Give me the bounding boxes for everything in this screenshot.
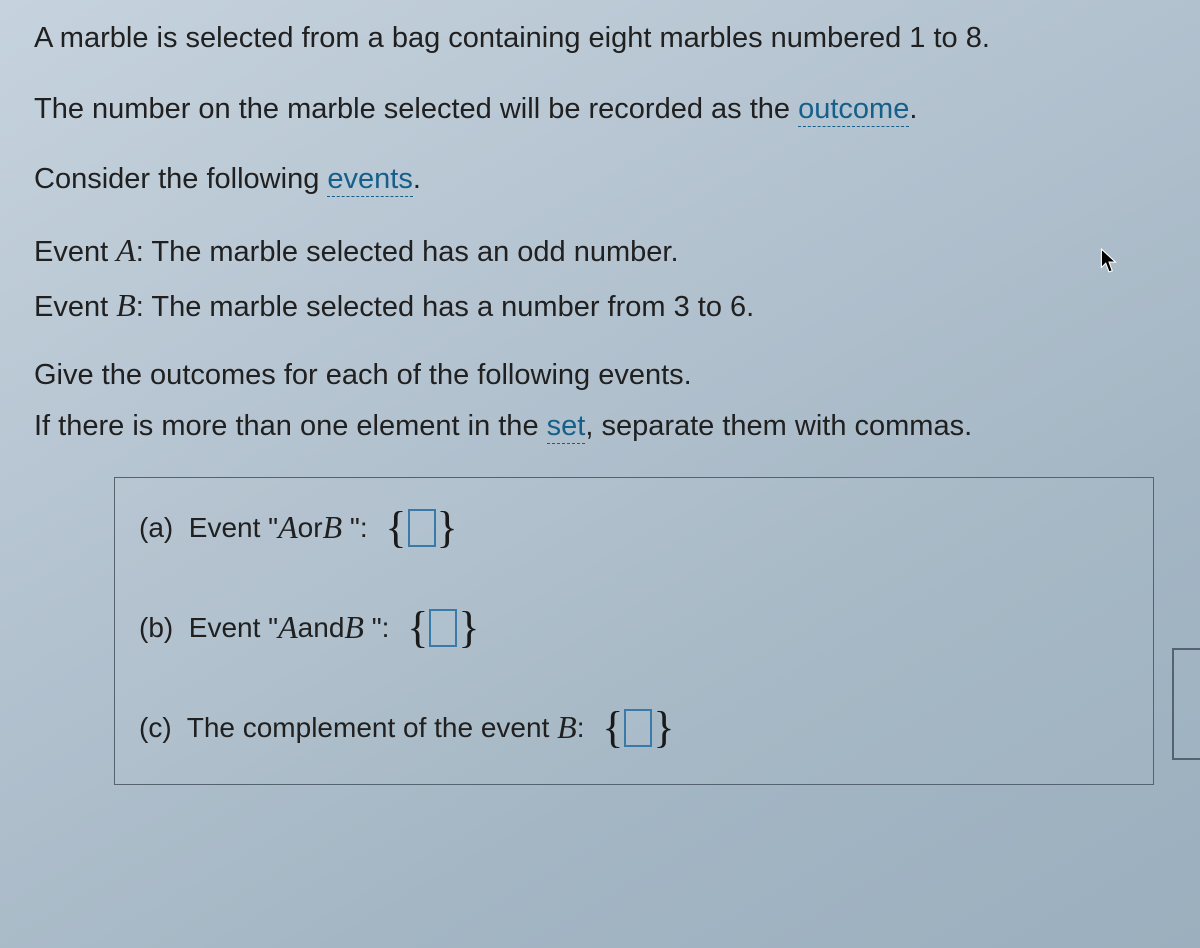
event-b-definition: Event B: The marble selected has a numbe… bbox=[34, 283, 1178, 328]
input-box-a[interactable] bbox=[408, 509, 436, 547]
answer-b-sym2: B bbox=[344, 609, 364, 646]
event-a-definition: Event A: The marble selected has an odd … bbox=[34, 228, 1178, 273]
answer-b-sym1: A bbox=[278, 609, 298, 646]
answer-a-sym1: A bbox=[278, 509, 298, 546]
intro-line-2: The number on the marble selected will b… bbox=[34, 89, 1178, 130]
answer-row-c: (c) The complement of the event B : { } bbox=[139, 706, 1129, 750]
intro2-pre: The number on the marble selected will b… bbox=[34, 93, 798, 125]
event-a-prefix: Event bbox=[34, 236, 116, 268]
event-b-prefix: Event bbox=[34, 291, 116, 323]
input-box-b[interactable] bbox=[429, 609, 457, 647]
answer-b-label: (b) bbox=[139, 612, 173, 644]
right-brace-icon: } bbox=[458, 606, 479, 650]
answer-a-label: (a) bbox=[139, 512, 173, 544]
answer-a-post: ": bbox=[342, 512, 375, 544]
right-brace-icon: } bbox=[437, 506, 458, 550]
answer-container: (a) Event " A or B ": { } (b) Event " A … bbox=[114, 477, 1154, 785]
set-input-b[interactable]: { } bbox=[407, 606, 479, 650]
answer-a-pre: Event " bbox=[173, 512, 278, 544]
left-brace-icon: { bbox=[602, 706, 623, 750]
answer-row-b: (b) Event " A and B ": { } bbox=[139, 606, 1129, 650]
answer-c-post: : bbox=[577, 712, 593, 744]
answer-c-pre: The complement of the event bbox=[172, 712, 557, 744]
instruction-line-2: If there is more than one element in the… bbox=[34, 406, 1178, 447]
intro3-pre: Consider the following bbox=[34, 163, 327, 195]
intro2-post: . bbox=[909, 93, 917, 125]
answer-a-sym2: B bbox=[323, 509, 343, 546]
instruction-line-1: Give the outcomes for each of the follow… bbox=[34, 355, 1178, 396]
input-box-c[interactable] bbox=[624, 709, 652, 747]
answer-c-label: (c) bbox=[139, 712, 172, 744]
intro-line-3: Consider the following events. bbox=[34, 159, 1178, 200]
instr2-pre: If there is more than one element in the bbox=[34, 410, 547, 442]
event-a-desc: : The marble selected has an odd number. bbox=[136, 236, 679, 268]
set-input-c[interactable]: { } bbox=[602, 706, 674, 750]
left-brace-icon: { bbox=[407, 606, 428, 650]
right-brace-icon: } bbox=[653, 706, 674, 750]
answer-b-post: ": bbox=[364, 612, 397, 644]
event-b-desc: : The marble selected has a number from … bbox=[136, 291, 754, 323]
problem-page: A marble is selected from a bag containi… bbox=[0, 0, 1200, 948]
answer-a-mid: or bbox=[298, 512, 323, 544]
intro3-post: . bbox=[413, 163, 421, 195]
side-panel-tab[interactable] bbox=[1172, 648, 1200, 760]
set-input-a[interactable]: { } bbox=[385, 506, 457, 550]
answer-b-pre: Event " bbox=[173, 612, 278, 644]
glossary-link-events[interactable]: events bbox=[327, 163, 412, 197]
answer-row-a: (a) Event " A or B ": { } bbox=[139, 506, 1129, 550]
answer-b-mid: and bbox=[298, 612, 345, 644]
left-brace-icon: { bbox=[385, 506, 406, 550]
glossary-link-outcome[interactable]: outcome bbox=[798, 93, 909, 127]
event-b-symbol: B bbox=[116, 287, 136, 323]
answer-c-sym1: B bbox=[557, 709, 577, 746]
event-a-symbol: A bbox=[116, 232, 136, 268]
intro-line-1: A marble is selected from a bag containi… bbox=[34, 18, 1178, 59]
cursor-icon bbox=[1100, 248, 1118, 274]
instr2-post: , separate them with commas. bbox=[585, 410, 972, 442]
glossary-link-set[interactable]: set bbox=[547, 410, 586, 444]
